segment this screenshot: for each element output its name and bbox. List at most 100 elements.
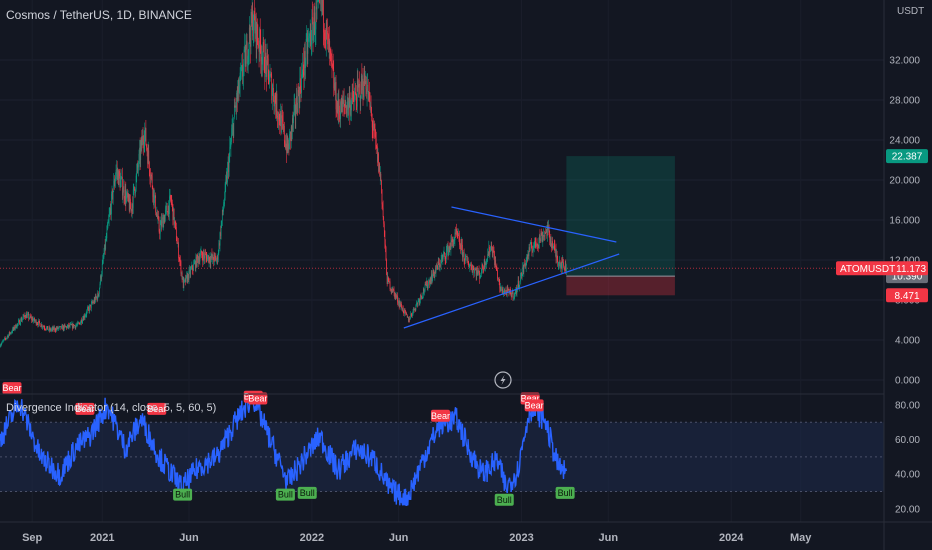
candle-body (497, 278, 499, 279)
candle-body (479, 273, 480, 279)
candle-body (516, 288, 517, 294)
candle-body (554, 245, 556, 252)
candle-body (374, 123, 375, 129)
candlestick-series[interactable] (0, 0, 567, 348)
candle-body (163, 218, 165, 228)
candle-body (376, 145, 378, 147)
candle-body (559, 261, 560, 264)
candle-body (437, 266, 439, 270)
candle-body (501, 290, 502, 292)
candle-body (228, 162, 229, 173)
candle-body (14, 328, 16, 330)
candle-body (546, 229, 548, 237)
candle-body (30, 317, 32, 318)
candle-body (50, 328, 51, 331)
candle-body (556, 255, 557, 258)
candle-body (322, 0, 324, 8)
candle-body (454, 232, 456, 241)
candle-body (346, 107, 348, 114)
candle-body (177, 243, 178, 244)
candle-body (164, 215, 166, 223)
candle-body (348, 97, 350, 103)
candle-body (299, 78, 301, 103)
time-scale[interactable]: Sep 2021 Jun 2022 Jun 2023 Jun 2024 May (22, 532, 812, 544)
candle-body (308, 36, 310, 39)
candle-body (186, 275, 188, 276)
candle-body (474, 269, 475, 274)
candle-body (125, 189, 127, 203)
price-scale[interactable]: 32.00028.00024.00020.00016.00012.0008.00… (889, 56, 920, 387)
price-labels: 22.387 10.390 8.471 ATOMUSDT 11.173 (836, 149, 928, 303)
candle-body (360, 98, 362, 102)
candle-body (116, 169, 117, 170)
candle-body (159, 225, 161, 234)
candle-body (383, 223, 385, 231)
candle-body (91, 301, 93, 304)
candle-body (47, 326, 49, 330)
candle-body (150, 174, 152, 179)
indicator-scale[interactable]: 80.00 60.00 40.00 20.00 (895, 401, 920, 516)
candle-body (549, 237, 551, 240)
candle-body (201, 255, 203, 258)
candle-body (262, 56, 263, 65)
candle-body (537, 244, 538, 246)
candle-body (370, 105, 372, 112)
candle-body (351, 90, 353, 101)
candle-body (284, 141, 286, 144)
position-target-zone (566, 156, 675, 277)
last-price-box (836, 261, 928, 276)
candle-body (395, 293, 397, 297)
candle-body (329, 50, 331, 52)
candle-body (72, 323, 73, 329)
candle-body (532, 250, 533, 253)
candle-body (277, 117, 279, 120)
long-position-tool[interactable] (0, 156, 884, 296)
candle-body (438, 261, 440, 263)
candle-body (468, 264, 470, 268)
candle-body (408, 318, 410, 322)
candle-body (393, 288, 394, 290)
bear-signal-tag (75, 402, 95, 415)
bull-signal-tag (555, 486, 575, 499)
candle-body (222, 210, 224, 212)
candle-body (65, 325, 66, 327)
candle-body (381, 180, 382, 190)
candle-body (4, 337, 5, 340)
candle-body (212, 254, 214, 260)
candle-body (331, 53, 332, 56)
lightning-icon[interactable] (494, 371, 512, 389)
candle-body (89, 305, 90, 312)
rsi-tick-label: 60.00 (895, 435, 920, 446)
candle-body (279, 113, 281, 126)
candle-body (0, 345, 1, 347)
candle-body (425, 283, 427, 286)
candle-body (226, 176, 228, 183)
candle-body (483, 268, 484, 270)
candle-body (75, 325, 77, 328)
candle-body (126, 192, 128, 196)
candle-body (109, 208, 111, 212)
candle-body (412, 310, 414, 315)
candle-body (427, 280, 428, 289)
candle-body (220, 224, 222, 237)
candle-body (524, 263, 526, 266)
candle-body (511, 293, 513, 298)
candle-body (512, 291, 514, 299)
candle-body (55, 330, 57, 332)
candle-body (96, 297, 97, 298)
candle-body (493, 250, 494, 252)
candle-body (540, 233, 542, 242)
candle-body (415, 305, 417, 311)
candle-body (276, 93, 278, 116)
candle-body (80, 319, 82, 323)
candle-body (421, 296, 423, 298)
candle-body (517, 287, 518, 288)
candle-body (184, 279, 185, 281)
candle-body (462, 244, 463, 257)
candle-body (41, 324, 43, 328)
candle-body (359, 84, 360, 85)
trendlines[interactable] (403, 206, 620, 329)
candle-body (402, 307, 404, 311)
candle-body (471, 269, 473, 273)
